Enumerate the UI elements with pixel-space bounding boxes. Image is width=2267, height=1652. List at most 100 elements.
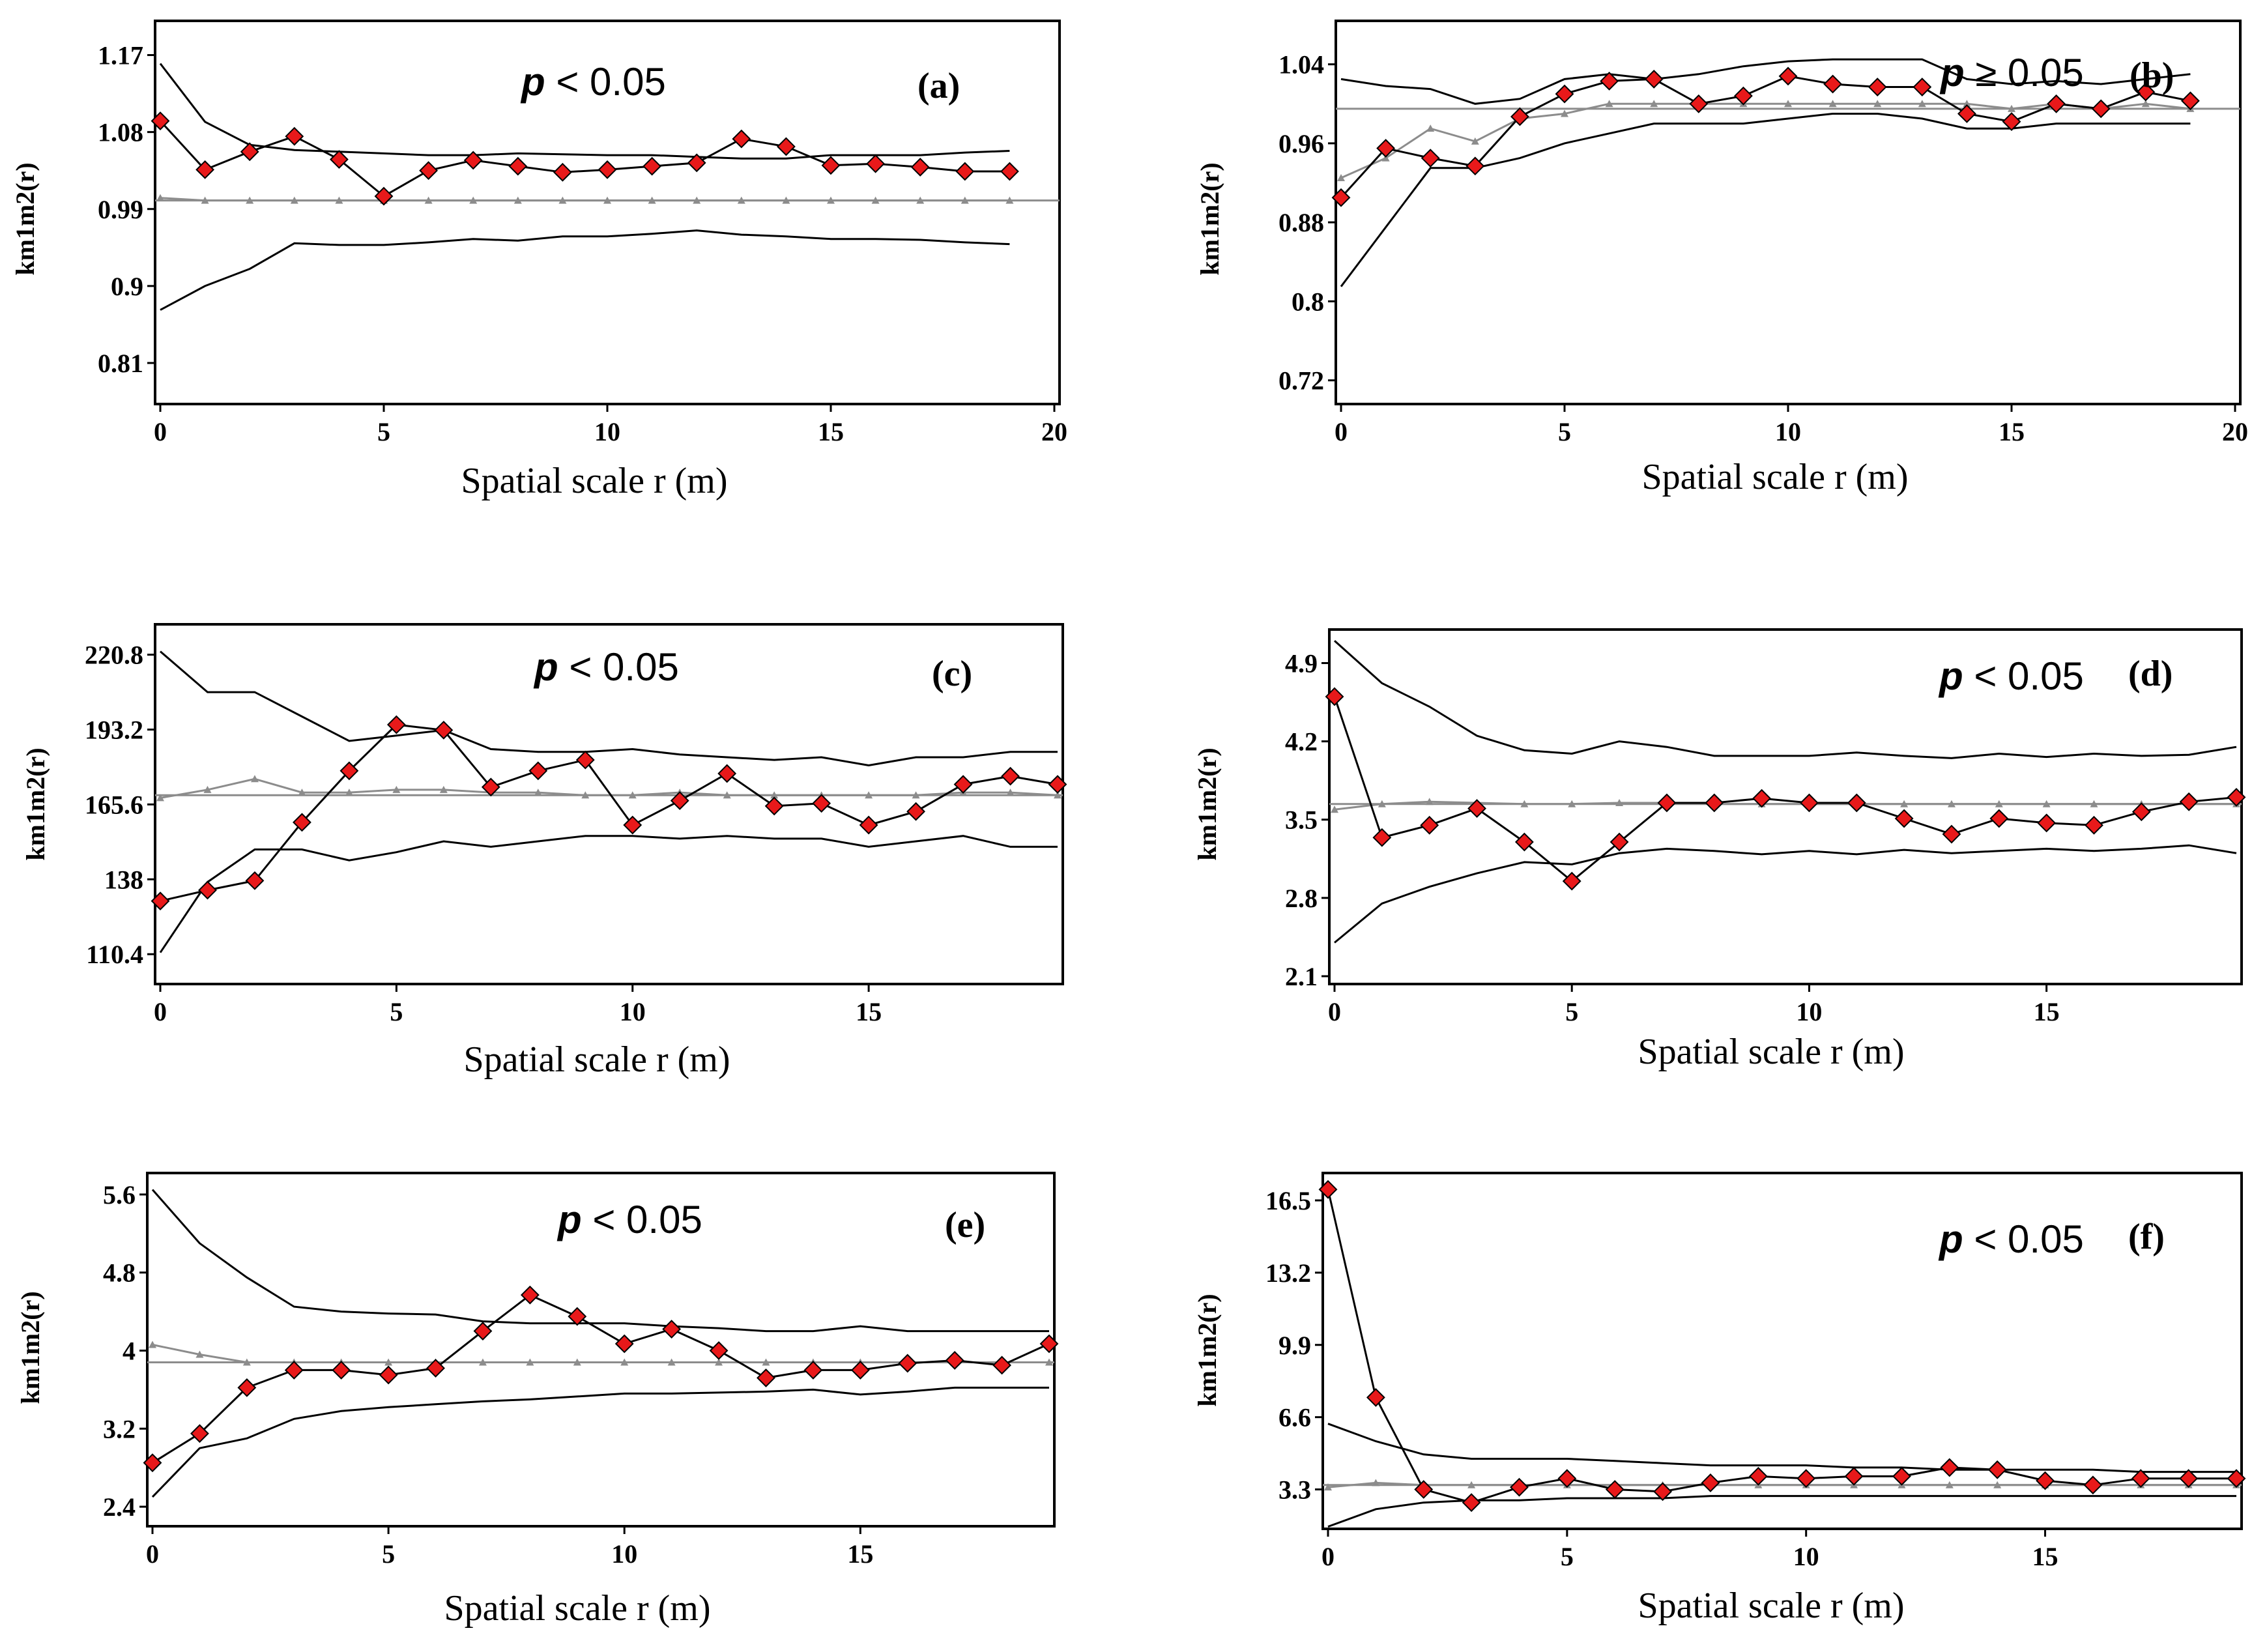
expected-marker xyxy=(715,1358,723,1366)
observed-point xyxy=(374,186,394,206)
x-tick-label: 20 xyxy=(2222,417,2248,446)
upper-envelope-line xyxy=(1333,640,2237,759)
observed-point xyxy=(195,160,215,179)
expected-marker xyxy=(250,775,259,783)
expected-marker xyxy=(195,1350,204,1358)
observed-point xyxy=(284,1361,304,1380)
expected-line xyxy=(160,197,1010,202)
observed-point xyxy=(643,156,662,176)
expected-marker xyxy=(1568,800,1576,807)
x-axis-title: Spatial scale r (m) xyxy=(1638,1586,1905,1626)
x-tick-label: 15 xyxy=(856,997,882,1026)
observed-point xyxy=(1689,94,1709,113)
observed-point xyxy=(481,777,500,797)
p-value-annotation: p < 0.05 xyxy=(520,60,666,104)
plot-frame xyxy=(1321,1172,2243,1530)
y-tick-label: 13.2 xyxy=(1265,1258,1311,1288)
observed-point xyxy=(1372,828,1392,847)
observed-point xyxy=(1331,188,1351,207)
panel-label: (a) xyxy=(917,66,960,106)
y-tick-label: 0.96 xyxy=(1278,129,1324,158)
expected-marker xyxy=(201,196,209,204)
expected-marker xyxy=(916,196,925,204)
x-tick-label: 15 xyxy=(2032,1542,2058,1571)
expected-marker xyxy=(581,791,590,799)
upper-envelope-line xyxy=(160,650,1058,767)
observed-point xyxy=(2083,1475,2103,1495)
observed-point xyxy=(1913,78,1932,96)
observed-point xyxy=(1325,687,1344,706)
y-axis-title: km1m2(r) xyxy=(21,747,50,860)
expected-marker xyxy=(762,1358,770,1366)
expected-marker xyxy=(242,1358,251,1366)
expected-marker xyxy=(1963,100,1971,108)
expected-marker xyxy=(2042,800,2051,807)
lower-envelope-line xyxy=(159,835,1058,953)
y-tick-label: 0.99 xyxy=(98,195,143,224)
observed-point xyxy=(1942,824,1961,844)
expected-marker xyxy=(1337,173,1345,181)
expected-marker xyxy=(723,791,731,799)
observed-point xyxy=(1557,1469,1577,1488)
expected-marker xyxy=(865,791,873,799)
observed-point xyxy=(434,720,454,740)
observed-point xyxy=(379,1365,398,1385)
upper-envelope-line xyxy=(1340,58,2191,105)
panel-a: 0.81 0.9 0.99 1.08 1.17 0 5 10 15 20 p < 0.05 (a)… xyxy=(10,20,1067,501)
observed-point xyxy=(1605,1480,1624,1499)
observed-point xyxy=(2179,1469,2199,1488)
expected-marker xyxy=(667,1358,676,1366)
expected-marker xyxy=(603,196,611,204)
observed-point xyxy=(1414,1480,1434,1499)
y-tick-label: 3.2 xyxy=(103,1414,136,1443)
observed-point xyxy=(764,796,784,816)
observed-point xyxy=(859,815,878,835)
observed-point xyxy=(1748,1466,1768,1486)
observed-point xyxy=(1420,815,1439,835)
x-tick-label: 5 xyxy=(377,417,390,446)
observed-point xyxy=(910,158,930,177)
expected-marker xyxy=(1900,800,1909,807)
observed-point xyxy=(1957,104,1976,123)
x-tick-label: 10 xyxy=(620,997,646,1026)
expected-marker xyxy=(156,794,164,802)
observed-point xyxy=(2179,792,2199,811)
expected-marker xyxy=(1054,791,1061,799)
observed-point xyxy=(1001,766,1020,786)
expected-marker xyxy=(1918,100,1926,108)
observed-point xyxy=(1797,1469,1816,1488)
y-tick-label: 3.3 xyxy=(1278,1475,1311,1505)
expected-line xyxy=(1334,800,2236,811)
expected-marker xyxy=(1045,1358,1053,1366)
expected-marker xyxy=(1467,1481,1476,1488)
lower-envelope-line xyxy=(151,1386,1049,1498)
y-tick-label: 4.8 xyxy=(103,1258,136,1288)
p-value-annotation: p < 0.05 xyxy=(533,645,679,689)
observed-point xyxy=(329,150,349,169)
observed-point xyxy=(687,153,706,173)
expected-marker xyxy=(2008,104,2015,112)
expected-marker xyxy=(912,791,920,799)
observed-point xyxy=(1701,1473,1720,1492)
expected-marker xyxy=(1561,109,1568,117)
expected-marker xyxy=(534,789,542,796)
expected-marker xyxy=(478,1358,487,1366)
observed-point xyxy=(2131,802,2151,822)
expected-marker xyxy=(203,785,212,793)
x-tick-label: 20 xyxy=(1041,417,1067,446)
observed-point xyxy=(1847,793,1866,813)
x-tick-label: 5 xyxy=(390,997,403,1026)
observed-point xyxy=(1657,793,1677,813)
observed-point xyxy=(2085,815,2103,835)
y-tick-label: 5.6 xyxy=(103,1180,136,1210)
observed-point xyxy=(237,1378,257,1397)
y-tick-label: 1.17 xyxy=(98,41,143,70)
observed-point xyxy=(1778,66,1798,86)
observed-point xyxy=(1705,793,1724,813)
expected-marker xyxy=(1947,800,1956,807)
observed-point xyxy=(812,794,831,813)
panel-b: 0.72 0.8 0.88 0.96 1.04 0 5 10 15 20 p ≥ 0.05 (b)… xyxy=(1195,20,2248,497)
expected-marker xyxy=(156,194,164,201)
observed-point xyxy=(2047,94,2066,113)
